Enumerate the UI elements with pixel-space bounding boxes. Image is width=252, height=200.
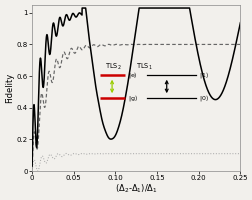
Text: |1$\rangle$: |1$\rangle$: [198, 70, 208, 80]
Text: |0$\rangle$: |0$\rangle$: [198, 93, 208, 103]
X-axis label: $(\Delta_2$-$\Delta_1)/\Delta_1$: $(\Delta_2$-$\Delta_1)/\Delta_1$: [114, 183, 157, 195]
Text: TLS$_1$: TLS$_1$: [135, 62, 152, 72]
Text: |e$\rangle$: |e$\rangle$: [128, 70, 137, 80]
Text: |g$\rangle$: |g$\rangle$: [128, 93, 137, 103]
Text: TLS$_2$: TLS$_2$: [105, 62, 121, 72]
Y-axis label: Fidelity: Fidelity: [5, 73, 14, 103]
